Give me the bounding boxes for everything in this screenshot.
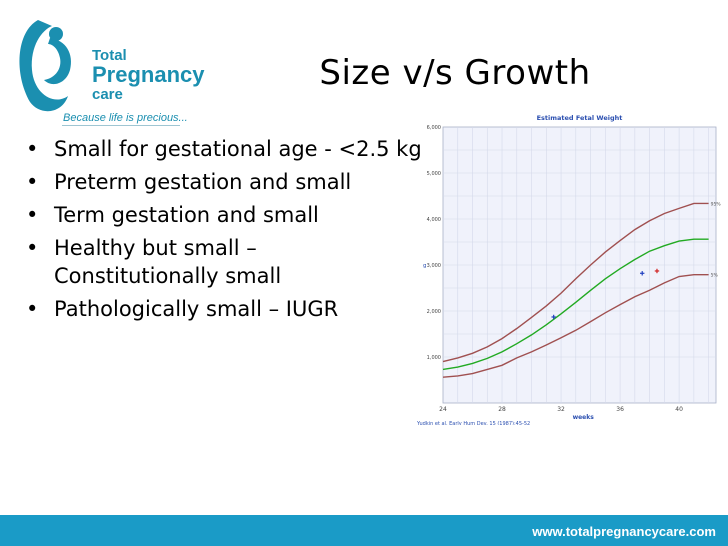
bullet-list: Small for gestational age - <2.5 kg Pret… xyxy=(24,135,424,328)
y-tick-label: 3,000 xyxy=(427,263,441,269)
y-tick-label: 6,000 xyxy=(427,125,441,131)
series-line-3 xyxy=(442,274,709,378)
series-line-2 xyxy=(442,238,709,371)
data-point-marker xyxy=(654,268,660,274)
series-label: 5% xyxy=(711,273,719,279)
total-pregnancy-care-logo xyxy=(19,20,72,112)
slide-title: Size v/s Growth xyxy=(319,53,591,93)
x-tick-label: 24 xyxy=(439,406,447,413)
footer-bar: www.totalpregnancycare.com xyxy=(0,515,728,546)
y-tick-label: 2,000 xyxy=(427,309,441,315)
bullet-item: Pathologically small – IUGR xyxy=(24,295,424,323)
chart-citation: Yudkin et al. Early Hum Dev. 15 (1987):4… xyxy=(416,421,530,425)
data-point-marker xyxy=(640,271,645,276)
bullet-item: Small for gestational age - <2.5 kg xyxy=(24,135,424,163)
y-tick-label: 5,000 xyxy=(427,171,441,177)
bullet-item: Preterm gestation and small xyxy=(24,168,424,196)
x-tick-label: 36 xyxy=(616,406,624,413)
y-axis-label: g xyxy=(423,263,427,269)
bullet-item: Term gestation and small xyxy=(24,201,424,229)
x-tick-label: 40 xyxy=(675,406,683,413)
tagline-divider xyxy=(62,125,180,126)
y-tick-label: 4,000 xyxy=(427,217,441,223)
logo-wordmark: Total Pregnancy care xyxy=(92,48,205,102)
x-tick-label: 32 xyxy=(557,406,565,413)
series-label: 95% xyxy=(711,201,722,207)
chart-title: Estimated Fetal Weight xyxy=(537,114,623,122)
data-point-marker xyxy=(551,314,556,320)
bullet-item: Healthy but small – Constitutionally sma… xyxy=(24,234,424,290)
logo-line3: care xyxy=(92,86,123,103)
y-tick-label: 1,000 xyxy=(427,355,441,361)
logo-line1: Total xyxy=(92,47,127,64)
logo-tagline: Because life is precious... xyxy=(63,112,188,124)
fetal-weight-chart: 24 28 32 36 40 1,000 2,000 3,000 4,000 5,000 6,000… xyxy=(416,114,722,425)
x-tick-label: 28 xyxy=(498,406,506,413)
footer-url[interactable]: www.totalpregnancycare.com xyxy=(532,524,716,539)
logo-line2: Pregnancy xyxy=(92,62,205,87)
series-line-1 xyxy=(442,202,709,363)
x-axis-label: weeks xyxy=(573,414,595,421)
